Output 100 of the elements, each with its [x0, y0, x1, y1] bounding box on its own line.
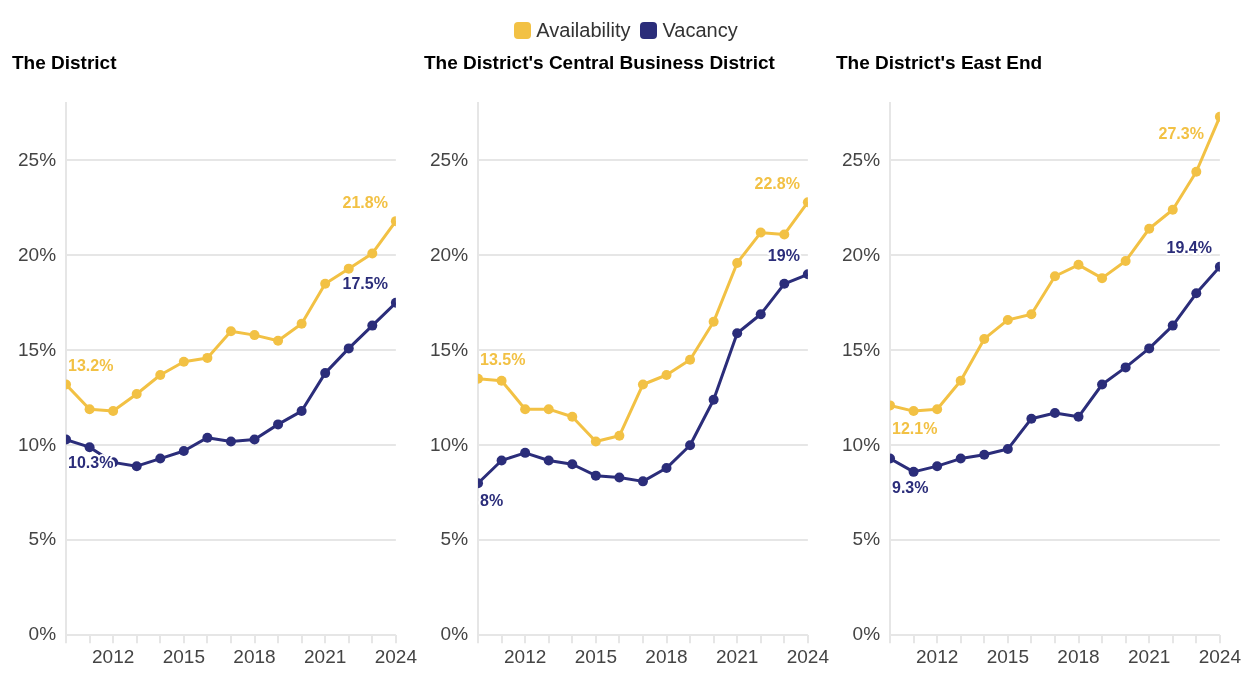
point: [202, 352, 213, 363]
point: [732, 328, 743, 339]
point: [590, 470, 601, 481]
data-label: 27.3%: [1158, 125, 1204, 143]
point: [732, 257, 743, 268]
point: [343, 343, 354, 354]
point: [1167, 320, 1178, 331]
y-tick-label: 10%: [430, 433, 469, 455]
point: [908, 406, 919, 417]
point: [155, 370, 166, 380]
y-tick-label: 15%: [430, 338, 469, 360]
point: [225, 436, 236, 447]
x-tick-label: 2024: [374, 645, 418, 667]
x-tick-label: 2018: [1057, 645, 1100, 667]
point: [1002, 314, 1013, 325]
point: [249, 330, 260, 341]
data-label: 13.2%: [68, 356, 114, 374]
point: [932, 404, 943, 415]
point: [661, 370, 672, 380]
data-label: 19.4%: [1166, 239, 1212, 257]
point: [1002, 444, 1013, 455]
point: [614, 472, 625, 483]
point: [955, 453, 966, 464]
y-tick-label: 5%: [440, 528, 469, 550]
point: [908, 466, 919, 477]
point: [755, 227, 766, 238]
x-tick-label: 2018: [645, 645, 688, 667]
point: [520, 447, 531, 458]
y-tick-label: 5%: [852, 528, 881, 550]
y-tick-label: 25%: [18, 148, 57, 170]
point: [708, 394, 719, 405]
y-tick-label: 5%: [28, 528, 57, 550]
point: [84, 442, 95, 453]
point: [755, 309, 766, 320]
point: [249, 434, 260, 445]
point: [932, 461, 943, 472]
point: [1191, 166, 1202, 177]
x-tick-label: 2021: [1128, 645, 1171, 667]
point: [131, 388, 142, 399]
x-tick-label: 2012: [504, 645, 547, 667]
x-tick-label: 2012: [92, 645, 135, 667]
point: [1049, 407, 1060, 418]
point: [1073, 259, 1084, 270]
point: [685, 354, 696, 365]
point: [496, 375, 507, 386]
x-tick-label: 2021: [716, 645, 759, 667]
x-tick-label: 2012: [916, 645, 959, 667]
point: [367, 320, 378, 331]
y-tick-label: 0%: [852, 623, 881, 645]
chart-title: The District's East End: [835, 52, 1044, 75]
x-tick-label: 2015: [162, 645, 205, 667]
point: [1097, 273, 1108, 284]
point: [178, 356, 189, 367]
x-tick-label: 2024: [786, 645, 830, 667]
point: [1191, 288, 1202, 299]
y-tick-label: 0%: [28, 623, 57, 645]
point: [367, 248, 378, 259]
point: [543, 455, 554, 466]
point: [1144, 223, 1155, 234]
point: [1073, 411, 1084, 422]
x-tick-label: 2015: [574, 645, 617, 667]
point: [496, 455, 507, 466]
point: [614, 430, 625, 441]
point: [567, 459, 578, 470]
x-tick-label: 2021: [304, 645, 347, 667]
point: [779, 229, 790, 240]
y-tick-label: 25%: [842, 148, 881, 170]
point: [296, 406, 307, 417]
point: [84, 404, 95, 415]
data-label: 22.8%: [754, 174, 800, 192]
point: [202, 432, 213, 443]
x-tick-label: 2018: [233, 645, 276, 667]
point: [543, 404, 554, 415]
data-label: 9.3%: [892, 478, 929, 496]
point: [273, 419, 284, 430]
y-tick-label: 20%: [18, 243, 57, 265]
point: [1167, 204, 1178, 215]
chart-title: The District: [11, 52, 118, 75]
point: [155, 453, 166, 464]
point: [979, 333, 990, 344]
point: [1049, 271, 1060, 282]
point: [108, 406, 119, 417]
data-label: 8%: [480, 491, 504, 509]
point: [1120, 362, 1131, 373]
point: [296, 318, 307, 329]
x-tick-label: 2015: [986, 645, 1029, 667]
point: [1097, 379, 1108, 390]
point: [1026, 413, 1037, 424]
point: [637, 476, 648, 487]
point: [779, 278, 790, 289]
y-tick-label: 15%: [18, 338, 57, 360]
point: [131, 461, 142, 472]
chart-title: The District's Central Business District: [423, 52, 776, 75]
point: [1120, 256, 1131, 267]
point: [685, 440, 696, 451]
point: [979, 449, 990, 460]
y-tick-label: 25%: [430, 148, 469, 170]
y-tick-label: 20%: [842, 243, 881, 265]
point: [225, 326, 236, 337]
y-tick-label: 10%: [842, 433, 881, 455]
